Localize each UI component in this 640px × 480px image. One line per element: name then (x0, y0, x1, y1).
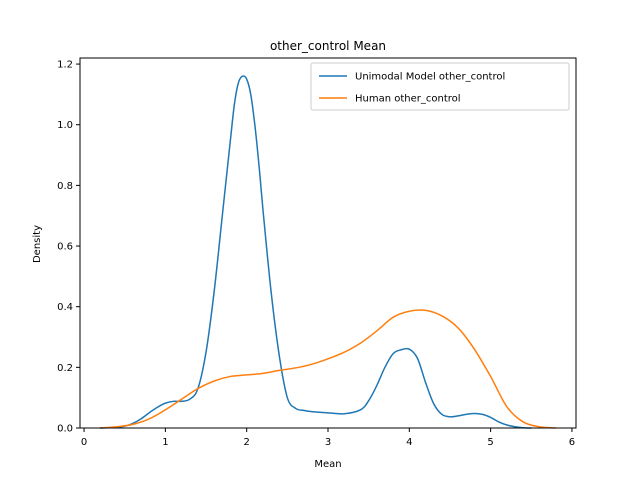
y-tick-label: 0.8 (57, 181, 73, 192)
y-tick-label: 0.6 (57, 242, 73, 253)
legend-box (310, 62, 570, 111)
x-tick-label: 1 (162, 437, 168, 448)
x-tick-label: 2 (244, 437, 250, 448)
series-line-2 (99, 309, 557, 429)
x-axis: 0 1 2 3 4 5 6 (81, 428, 575, 448)
x-axis-label: Mean (314, 459, 341, 470)
x-tick-label: 6 (569, 437, 575, 448)
chart-title: other_control Mean (270, 39, 386, 53)
plot-frame (79, 57, 577, 429)
y-tick-label: 0.4 (57, 302, 73, 313)
y-tick-label: 0.2 (57, 363, 73, 374)
series-line-1 (99, 75, 533, 429)
plot-area (99, 75, 557, 429)
y-tick-label: 1.0 (57, 120, 73, 131)
y-tick-label: 0.0 (57, 424, 73, 435)
x-tick-label: 3 (325, 437, 331, 448)
x-tick-label: 0 (81, 437, 87, 448)
x-tick-label: 4 (406, 437, 412, 448)
y-axis-label: Density (32, 225, 43, 263)
y-axis: 0.0 0.2 0.4 0.6 0.8 1.0 1.2 (57, 60, 80, 435)
legend-label: Unimodal Model other_control (355, 72, 505, 83)
legend: Unimodal Model other_control Human other_… (310, 62, 570, 111)
legend-label: Human other_control (355, 94, 461, 105)
x-tick-label: 5 (487, 437, 493, 448)
y-tick-label: 1.2 (57, 60, 73, 71)
